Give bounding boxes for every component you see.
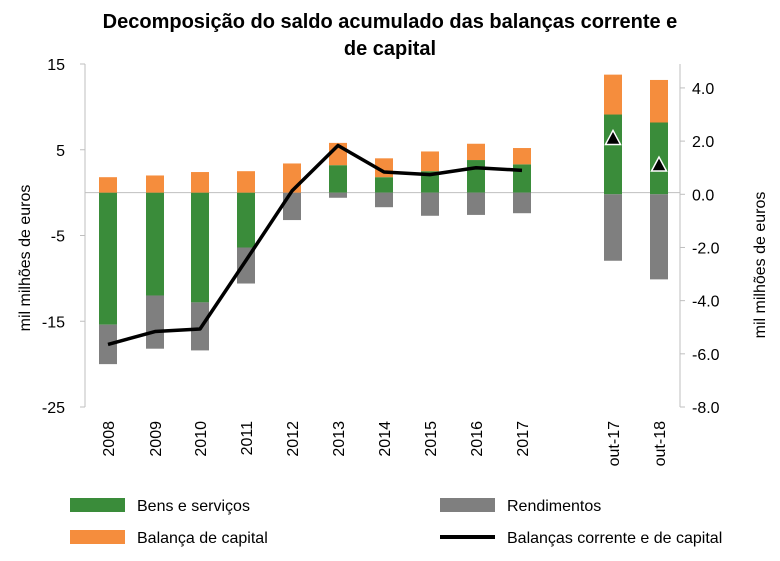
y-right-tick-label: -6.0 (692, 347, 720, 364)
bar-capital (191, 172, 209, 193)
y-left-tick-label: 5 (56, 143, 65, 160)
bar-capital (99, 177, 117, 193)
chart-title-line-1: Decomposição do saldo acumulado das bala… (103, 11, 678, 33)
y-left-tick-label: -25 (42, 400, 65, 417)
x-tick-label: 2017 (515, 421, 532, 457)
legend-swatch-rendimentos (440, 498, 495, 512)
bar-rendimentos (375, 192, 393, 208)
x-tick-label: 2014 (377, 421, 394, 457)
bar-rendimentos (650, 194, 668, 280)
bar-rendimentos (421, 192, 439, 216)
y-right-tick-label: -8.0 (692, 400, 720, 417)
bar-bens (421, 171, 439, 193)
bar-capital (146, 175, 164, 193)
x-tick-label: 2015 (423, 421, 440, 457)
y-left-tick-label: -5 (51, 229, 65, 246)
y-left-tick-label: -15 (42, 314, 65, 331)
bar-rendimentos (513, 192, 531, 214)
y-axis-right-label: mil milhões de euros (752, 192, 769, 339)
bar-capital (513, 148, 531, 165)
bar-capital (283, 163, 301, 193)
legend-label-line: Balanças corrente e de capital (507, 530, 722, 547)
bar-rendimentos (329, 192, 347, 198)
x-tick-label: 2016 (469, 421, 486, 457)
line-balancas (107, 143, 523, 347)
bar-rendimentos (283, 192, 301, 221)
legend-label-rendimentos: Rendimentos (507, 498, 601, 515)
line-balancas-marker (650, 155, 668, 172)
bar-bens (237, 192, 255, 248)
bar-bens (467, 160, 485, 193)
bar-capital (650, 79, 668, 123)
bar-capital (237, 171, 255, 193)
legend: Bens e serviços Rendimentos Balança de c… (70, 498, 722, 547)
bar-bens (329, 165, 347, 193)
y-right-tick-label: -2.0 (692, 240, 720, 257)
line-balancas-marker (604, 128, 622, 146)
x-tick-label: out-17 (606, 421, 623, 466)
y-axis-left-label: mil milhões de euros (17, 185, 34, 332)
bar-rendimentos (146, 295, 164, 349)
x-tick-label: out-18 (652, 421, 669, 466)
legend-label-capital: Balança de capital (137, 530, 268, 547)
bar-bens (604, 114, 622, 195)
y-right-tick-label: -4.0 (692, 294, 720, 311)
y-right-tick-label: 0.0 (692, 187, 714, 204)
x-tick-label: 2013 (331, 421, 348, 457)
bar-bens (146, 192, 164, 296)
x-tick-label: 2012 (285, 421, 302, 457)
y-right-tick-label: 2.0 (692, 134, 714, 151)
y-left-tick-label: 15 (47, 57, 65, 74)
bar-capital (421, 151, 439, 172)
x-tick-label: 2011 (239, 421, 256, 456)
x-tick-label: 2009 (148, 421, 165, 457)
bar-bens (375, 177, 393, 193)
y-right-tick-label: 4.0 (692, 81, 714, 98)
bar-capital (467, 143, 485, 161)
legend-swatch-bens (70, 498, 125, 512)
chart-title-line-2: de capital (344, 38, 436, 60)
legend-swatch-capital (70, 530, 125, 544)
x-tick-label: 2010 (193, 421, 210, 457)
bar-bens (99, 192, 117, 325)
bar-rendimentos (604, 194, 622, 261)
plot-area: 15 5 -5 -15 -25 4.0 2.0 0.0 -2.0 -4.0 -6.0 -8.0 2008… (42, 57, 720, 466)
bar-capital (604, 74, 622, 115)
legend-label-bens: Bens e serviços (137, 498, 250, 515)
bar-rendimentos (467, 192, 485, 215)
bar-bens (191, 192, 209, 303)
x-tick-label: 2008 (101, 421, 118, 457)
